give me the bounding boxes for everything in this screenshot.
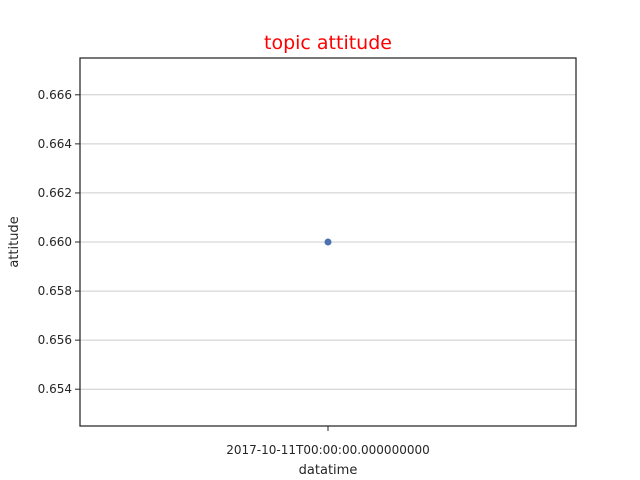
x-axis-ticks: 2017-10-11T00:00:00.000000000	[226, 426, 430, 457]
y-tick-label: 0.666	[38, 88, 72, 102]
y-tick-label: 0.664	[38, 137, 72, 151]
chart-title: topic attitude	[264, 32, 392, 54]
y-tick-label: 0.656	[38, 333, 72, 347]
x-axis-label: datatime	[299, 463, 358, 478]
y-tick-label: 0.654	[38, 382, 72, 396]
plot-frame	[79, 57, 577, 427]
y-tick-label: 0.660	[38, 235, 72, 249]
y-axis-label: attitude	[7, 216, 22, 267]
data-point	[324, 238, 332, 246]
y-tick-label: 0.662	[38, 186, 72, 200]
grid-layer	[80, 94, 576, 390]
y-axis-ticks: 0.654 0.656 0.658 0.660 0.662 0.664 0.666	[38, 88, 80, 396]
data-points	[324, 238, 332, 246]
x-tick-label: 2017-10-11T00:00:00.000000000	[226, 443, 430, 457]
y-tick-label: 0.658	[38, 284, 72, 298]
